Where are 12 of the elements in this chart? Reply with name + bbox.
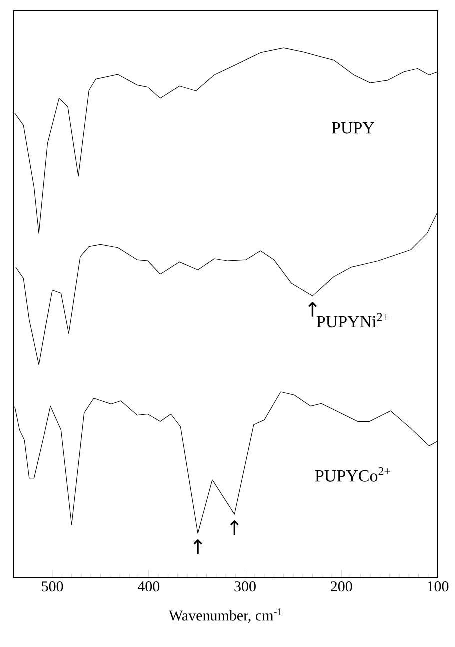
annotation: ↑ xyxy=(308,302,317,317)
text: PUPY xyxy=(332,122,374,134)
x-tick-label: 300 xyxy=(234,582,256,592)
text: PUPYCo$^{2+}$ xyxy=(315,468,390,482)
series-label: PUPYNi$^{2+}$ xyxy=(316,313,389,328)
x-tick-label: 500 xyxy=(42,582,64,592)
x-tick-label: 200 xyxy=(331,582,352,592)
annotation: ↑ xyxy=(194,540,202,554)
x-tick-label: 400 xyxy=(138,582,160,592)
x-tick-label: 100 xyxy=(428,582,449,592)
annotation: ↑ xyxy=(230,520,239,536)
x-axis-title: Wavenumber, cm$^{-1}$ xyxy=(168,608,282,623)
